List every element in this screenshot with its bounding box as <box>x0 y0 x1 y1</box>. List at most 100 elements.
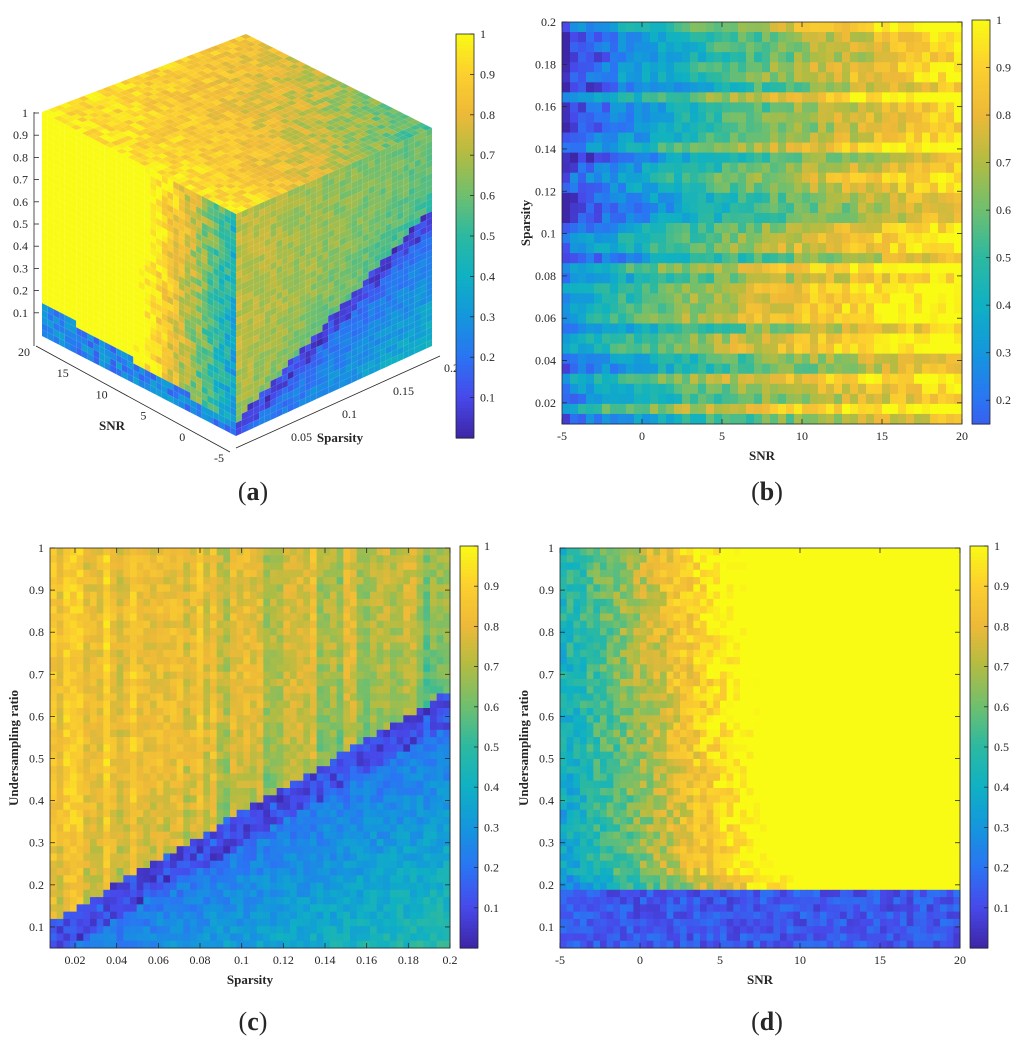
heatmap-cell <box>183 868 191 876</box>
heatmap-cell <box>110 569 118 578</box>
heatmap-cell <box>610 92 619 103</box>
colorbar-cell <box>972 349 990 354</box>
heatmap-cell <box>330 882 338 891</box>
heatmap-cell <box>416 780 424 789</box>
heatmap-cell <box>410 686 418 694</box>
heatmap-cell <box>802 393 811 405</box>
heatmap-cell <box>270 766 278 774</box>
heatmap-cell <box>83 751 91 760</box>
heatmap-cell <box>674 32 683 43</box>
heatmap-cell <box>922 383 931 395</box>
heatmap-cell <box>762 383 771 395</box>
heatmap-cell <box>356 737 364 745</box>
heatmap-cell <box>562 162 571 174</box>
x-axis-label: SNR <box>749 448 776 463</box>
heatmap-cell <box>190 700 198 709</box>
heatmap-cell <box>610 403 619 415</box>
heatmap-cell <box>103 860 111 869</box>
heatmap-cell <box>156 613 164 622</box>
heatmap-cell <box>396 620 404 629</box>
heatmap-cell <box>96 817 104 825</box>
heatmap-cell <box>376 758 384 767</box>
heatmap-cell <box>343 642 351 651</box>
heatmap-cell <box>256 715 264 724</box>
y-tick-label: 0.1 <box>541 227 556 241</box>
heatmap-cell <box>946 353 955 365</box>
heatmap-cell <box>316 882 324 891</box>
heatmap-cell <box>730 142 739 154</box>
heatmap-cell <box>63 875 71 884</box>
heatmap-cell <box>730 32 739 43</box>
heatmap-cell <box>343 598 351 607</box>
heatmap-cell <box>866 393 875 405</box>
heatmap-cell <box>866 253 875 264</box>
heatmap-cell <box>56 657 64 665</box>
heatmap-cell <box>136 562 144 571</box>
heatmap-cell <box>674 393 683 405</box>
heatmap-cell <box>256 722 264 731</box>
heatmap-cell <box>946 403 955 415</box>
heatmap-cell <box>170 555 178 564</box>
heatmap-cell <box>283 868 291 876</box>
heatmap-cell <box>190 744 198 753</box>
heatmap-cell <box>706 42 715 53</box>
heatmap-cell <box>363 766 371 774</box>
heatmap-cell <box>403 831 411 840</box>
heatmap-cell <box>436 708 444 716</box>
heatmap-cell <box>136 569 144 578</box>
heatmap-cell <box>602 283 611 294</box>
heatmap-cell <box>930 363 939 375</box>
heatmap-cell <box>370 817 378 825</box>
heatmap-cell <box>96 678 104 687</box>
colorbar-cell <box>972 228 990 233</box>
heatmap-cell <box>96 795 104 804</box>
heatmap-cell <box>230 809 238 818</box>
heatmap-cell <box>770 192 779 204</box>
heatmap-cell <box>626 122 635 134</box>
x-tick-label: 5 <box>719 429 725 443</box>
heatmap-cell <box>223 598 231 607</box>
heatmap-cell <box>310 628 318 636</box>
heatmap-cell <box>350 642 358 651</box>
heatmap-cell <box>370 809 378 818</box>
heatmap-cell <box>350 744 358 753</box>
heatmap-cell <box>390 788 398 796</box>
colorbar-cell <box>972 242 990 247</box>
heatmap-cell <box>70 838 78 847</box>
heatmap-cell <box>210 758 218 767</box>
heatmap-cell <box>410 853 418 862</box>
heatmap-cell <box>310 729 318 738</box>
heatmap-cell <box>938 92 947 103</box>
heatmap-cell <box>390 686 398 694</box>
heatmap-cell <box>578 243 587 254</box>
heatmap-cell <box>96 548 104 556</box>
heatmap-cell <box>363 635 371 644</box>
heatmap-cell <box>914 112 923 123</box>
heatmap-cell <box>430 715 438 724</box>
heatmap-cell <box>850 82 859 93</box>
heatmap-cell <box>276 591 284 600</box>
heatmap-cell <box>754 192 763 204</box>
heatmap-cell <box>150 708 158 716</box>
heatmap-cell <box>416 860 424 869</box>
heatmap-cell <box>666 202 675 214</box>
heatmap-cell <box>303 846 311 854</box>
heatmap-cell <box>858 32 867 43</box>
heatmap-cell <box>96 853 104 862</box>
heatmap-cell <box>906 303 915 314</box>
heatmap-cell <box>770 223 779 234</box>
heatmap-cell <box>63 722 71 731</box>
heatmap-cell <box>323 824 331 833</box>
heatmap-cell <box>63 882 71 891</box>
heatmap-cell <box>410 758 418 767</box>
heatmap-cell <box>56 853 64 862</box>
heatmap-cell <box>236 780 244 789</box>
heatmap-cell <box>276 758 284 767</box>
heatmap-cell <box>802 212 811 224</box>
heatmap-cell <box>250 802 258 811</box>
heatmap-cell <box>730 413 739 425</box>
heatmap-cell <box>898 112 907 123</box>
heatmap-cell <box>136 671 144 680</box>
heatmap-cell <box>403 657 411 665</box>
heatmap-cell <box>210 708 218 716</box>
